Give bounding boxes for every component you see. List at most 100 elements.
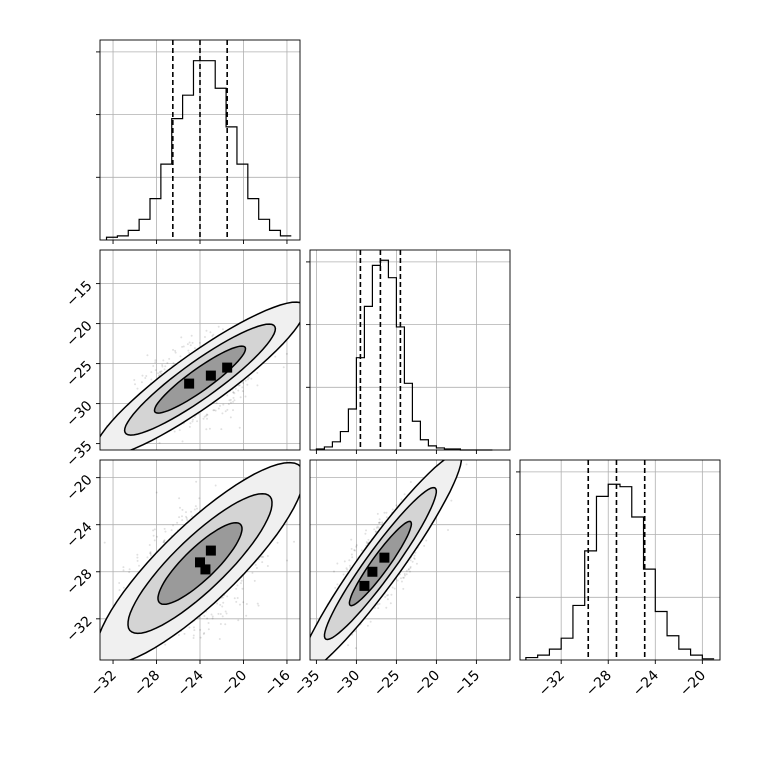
sample-point	[184, 511, 187, 514]
y-tick-label: −20	[63, 472, 95, 504]
sample-point	[216, 602, 219, 605]
sample-point	[181, 345, 184, 348]
sample-point	[232, 400, 235, 403]
sample-point	[381, 522, 384, 525]
sample-point	[179, 355, 182, 358]
sample-point	[160, 370, 163, 373]
sample-point	[178, 497, 181, 500]
sample-point	[266, 555, 269, 558]
sample-point	[286, 559, 289, 562]
sample-point	[226, 408, 229, 411]
sample-point	[146, 556, 149, 559]
histogram-series	[105, 60, 292, 240]
sample-point	[176, 521, 179, 524]
sample-point	[222, 601, 225, 604]
sample-point	[374, 530, 377, 533]
sample-point	[293, 540, 296, 543]
sample-point	[364, 532, 367, 535]
peak-density-cell	[205, 370, 216, 381]
sample-point	[256, 602, 259, 605]
sample-point	[203, 615, 206, 618]
sample-point	[221, 412, 224, 415]
sample-point	[348, 564, 351, 567]
sample-point	[178, 516, 181, 519]
sample-point	[181, 440, 184, 443]
sample-point	[222, 403, 225, 406]
sample-point	[219, 622, 222, 625]
sample-point	[215, 402, 218, 405]
sample-point	[219, 612, 222, 615]
sample-point	[402, 576, 405, 579]
x-tick-label: −32	[536, 668, 568, 700]
sample-point	[393, 587, 396, 590]
sample-point	[203, 336, 206, 339]
sample-point	[384, 596, 387, 599]
y-tick-label: −30	[63, 398, 95, 430]
sample-point	[227, 403, 230, 406]
sample-point	[193, 347, 196, 350]
x-tick-label: −25	[371, 668, 403, 700]
scatter-frame	[99, 249, 301, 451]
sample-point	[385, 511, 388, 514]
sample-point	[154, 359, 157, 362]
y-tick-label: −25	[63, 358, 95, 390]
sample-point	[212, 409, 215, 412]
x-tick-label: −30	[331, 668, 363, 700]
x-tick-label: −35	[291, 668, 323, 700]
sample-point	[193, 508, 196, 511]
sample-point	[374, 530, 377, 533]
sample-point	[128, 571, 131, 574]
sample-point	[211, 334, 214, 337]
sample-point	[192, 637, 195, 640]
sample-point	[150, 371, 153, 374]
sample-point	[378, 602, 381, 605]
sample-point	[376, 512, 379, 515]
sample-point	[239, 582, 242, 585]
sample-point	[256, 384, 259, 387]
sample-point	[402, 587, 405, 590]
sample-point	[160, 372, 163, 375]
sample-point	[234, 387, 237, 390]
sample-point	[375, 526, 378, 529]
sample-point	[191, 420, 194, 423]
sample-point	[221, 605, 224, 608]
sample-point	[262, 555, 265, 558]
sample-point	[423, 544, 426, 547]
sample-point	[240, 579, 243, 582]
sample-point	[205, 428, 208, 431]
sample-point	[245, 614, 248, 617]
sample-point	[141, 374, 144, 377]
sample-point	[178, 506, 181, 509]
sample-point	[136, 556, 139, 559]
peak-density-cell	[359, 580, 370, 591]
sample-point	[407, 567, 410, 570]
sample-point	[188, 425, 191, 428]
sample-point	[172, 362, 175, 365]
sample-point	[164, 643, 167, 646]
sample-point	[153, 528, 156, 531]
y-tick-label: −28	[63, 566, 95, 598]
sample-point	[353, 549, 356, 552]
sample-point	[276, 541, 279, 544]
sample-point	[385, 516, 388, 519]
sample-point	[237, 619, 240, 622]
sample-point	[173, 430, 176, 433]
sample-point	[336, 562, 339, 565]
sample-point	[186, 343, 189, 346]
sample-point	[207, 628, 210, 631]
sample-point	[365, 529, 368, 532]
sample-point	[232, 391, 235, 394]
sample-point	[183, 632, 186, 635]
sample-point	[154, 361, 157, 364]
sample-point	[395, 504, 398, 507]
sample-point	[244, 395, 247, 398]
sample-point	[157, 372, 160, 375]
sample-point	[186, 518, 189, 521]
sample-point	[192, 634, 195, 637]
sample-point	[238, 603, 241, 606]
sample-point	[158, 441, 161, 444]
sample-point	[198, 341, 201, 344]
sample-point	[400, 580, 403, 583]
sample-point	[236, 597, 239, 600]
